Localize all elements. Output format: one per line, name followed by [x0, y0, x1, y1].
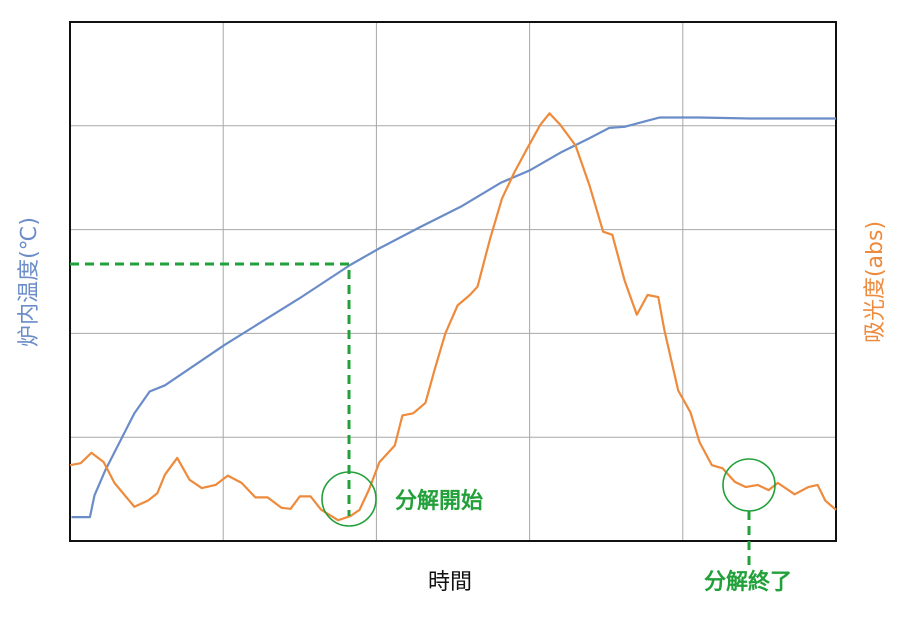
plot-frame: [69, 21, 837, 542]
y-axis-label: 炉内温度(℃): [17, 217, 42, 347]
guide-line: [70, 262, 351, 516]
annotation: 分解開始: [395, 488, 483, 514]
series-line: [71, 116, 836, 519]
annotation: 分解終了: [704, 569, 792, 595]
highlight-circle: [321, 471, 377, 527]
highlight-circle: [722, 458, 776, 512]
y2-axis-label: 吸光度(abs): [863, 221, 888, 343]
series-line: [69, 112, 837, 522]
x-axis-label: 時間: [428, 570, 472, 595]
